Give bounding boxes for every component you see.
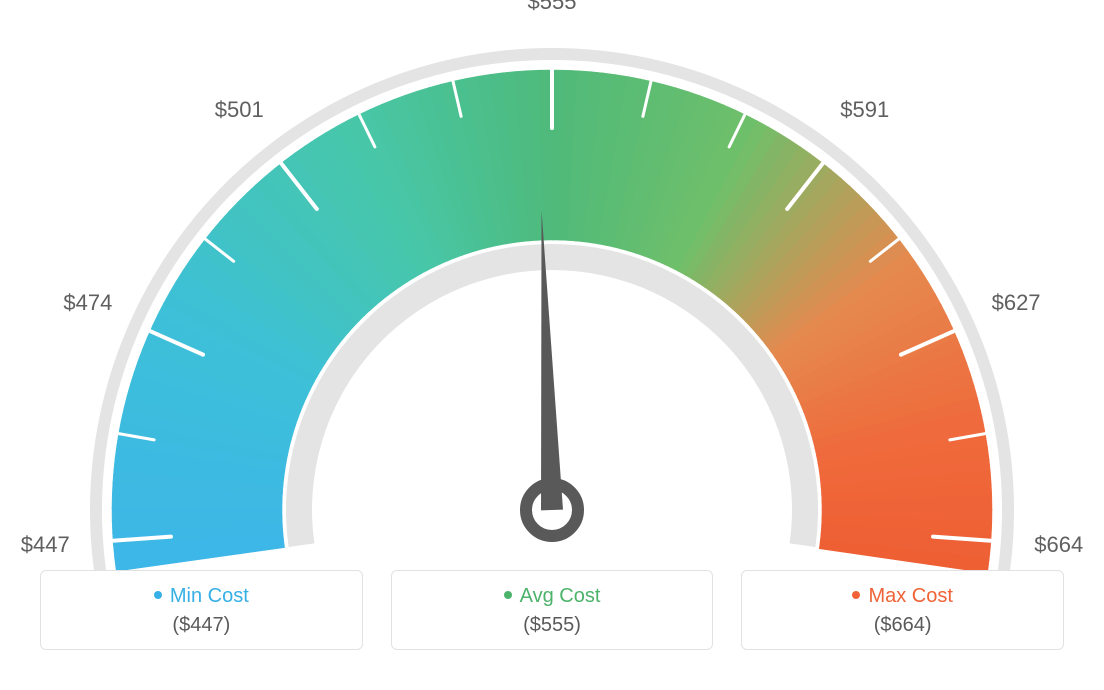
legend-value-min: ($447) xyxy=(51,614,352,637)
gauge-tick-label: $501 xyxy=(215,97,264,123)
legend-title-max: Max Cost xyxy=(752,585,1053,608)
dot-icon xyxy=(154,591,162,599)
legend-title-text: Min Cost xyxy=(170,585,249,607)
dot-icon xyxy=(504,591,512,599)
legend-title-text: Max Cost xyxy=(868,585,952,607)
dot-icon xyxy=(852,591,860,599)
legend-card-max: Max Cost ($664) xyxy=(741,570,1064,650)
gauge-tick-label: $474 xyxy=(63,290,112,316)
gauge-tick-label: $591 xyxy=(840,97,889,123)
legend-title-text: Avg Cost xyxy=(520,585,601,607)
gauge-svg xyxy=(0,0,1104,570)
gauge-tick-label: $447 xyxy=(21,532,70,558)
legend-title-avg: Avg Cost xyxy=(402,585,703,608)
legend-value-avg: ($555) xyxy=(402,614,703,637)
gauge-chart: $447 $474 $501 $555 $591 $627 $664 xyxy=(0,0,1104,570)
legend-title-min: Min Cost xyxy=(51,585,352,608)
legend-row: Min Cost ($447) Avg Cost ($555) Max Cost… xyxy=(0,570,1104,670)
legend-card-min: Min Cost ($447) xyxy=(40,570,363,650)
gauge-tick-label: $664 xyxy=(1034,532,1083,558)
legend-value-max: ($664) xyxy=(752,614,1053,637)
legend-card-avg: Avg Cost ($555) xyxy=(391,570,714,650)
gauge-tick-label: $555 xyxy=(528,0,577,15)
gauge-tick-label: $627 xyxy=(992,290,1041,316)
